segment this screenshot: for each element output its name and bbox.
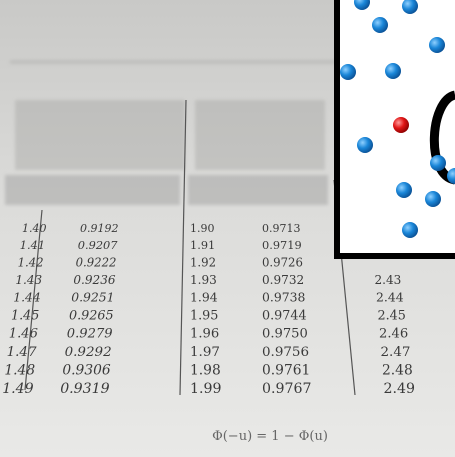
phi-value: 0.9222	[76, 255, 117, 269]
phi-value: 0.9744	[262, 309, 307, 324]
u-value: 1.47	[7, 345, 37, 360]
u-value: 1.98	[190, 362, 221, 378]
phi-value: 0.9192	[80, 222, 119, 235]
inset	[334, 0, 455, 259]
u-value: 1.92	[190, 255, 216, 269]
phi-value: 0.9279	[67, 327, 113, 342]
phi-value: 0.9292	[65, 345, 112, 360]
formula: Φ(−u) = 1 − Φ(u)	[212, 429, 328, 444]
blurred-rows	[5, 60, 450, 205]
phi-value: 0.9251	[71, 290, 114, 305]
phi-value: 0.9738	[262, 290, 305, 305]
phi-value: 0.9713	[262, 222, 301, 235]
u-value: 1.97	[190, 345, 220, 360]
phi-value: 0.9756	[262, 345, 309, 360]
u-value: 1.94	[190, 290, 218, 305]
dots	[340, 0, 455, 238]
u-value: 2.43	[375, 273, 402, 287]
u-value: 1.41	[20, 238, 45, 252]
phi-value: 0.9767	[262, 381, 311, 397]
u-value: 1.95	[190, 309, 218, 324]
u-value: 1.40	[22, 222, 47, 235]
phi-value: 0.9265	[69, 309, 114, 324]
phi-value: 0.9761	[262, 362, 310, 378]
phi-value: 0.9306	[62, 362, 110, 378]
table: 1.40 0.9192 1.90 0.9713 1.41 0.9207 1.91 0.9719…	[2, 222, 415, 397]
u-value: 1.42	[18, 255, 44, 269]
u-value: 1.43	[15, 273, 42, 287]
u-value: 1.46	[9, 327, 38, 342]
u-value: 1.45	[11, 309, 39, 324]
phi-value: 0.9719	[262, 238, 302, 252]
u-value: 1.99	[190, 381, 222, 397]
phi-value: 0.9319	[60, 381, 109, 397]
phi-value: 0.9207	[78, 238, 118, 252]
phi-value: 0.9236	[73, 273, 115, 287]
u-value: 1.90	[190, 222, 215, 235]
u-value: 1.48	[4, 362, 35, 378]
u-value: 2.46	[379, 327, 408, 342]
u-value: 2.48	[382, 362, 413, 378]
u-value: 1.44	[13, 290, 41, 305]
phi-value: 0.9732	[262, 273, 304, 287]
u-value: 1.93	[190, 273, 217, 287]
u-value: 2.47	[381, 345, 411, 360]
phi-value: 0.9726	[262, 255, 303, 269]
u-value: 2.44	[376, 290, 404, 305]
u-value: 2.49	[384, 381, 416, 397]
u-value: 1.49	[2, 381, 34, 397]
u-value: 1.96	[190, 327, 219, 342]
u-value: 2.45	[378, 309, 406, 324]
u-value: 1.91	[190, 238, 215, 252]
phi-value: 0.9750	[262, 327, 308, 342]
